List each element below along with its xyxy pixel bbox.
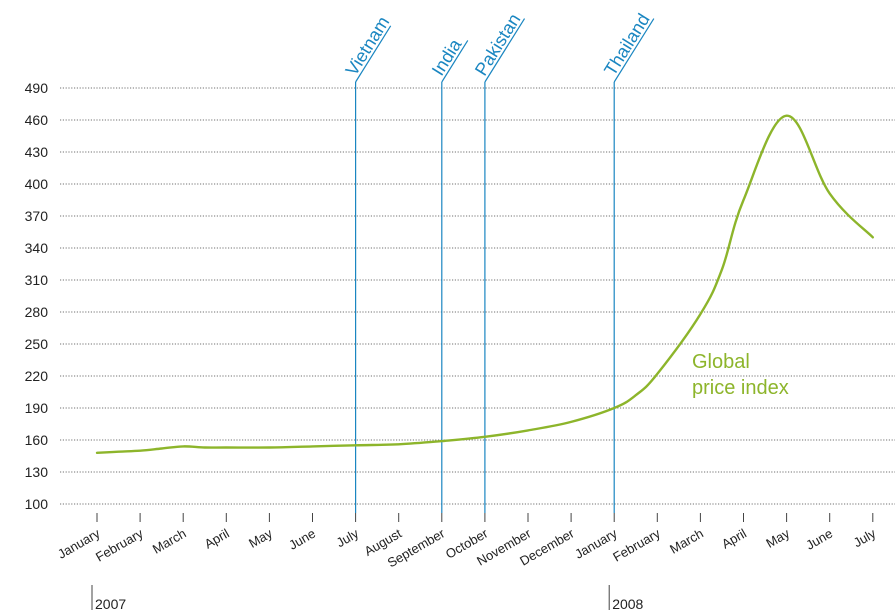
grid-lines: [60, 87, 895, 505]
event-label: India: [428, 35, 466, 80]
x-tick-label: July: [851, 525, 879, 550]
series-label-line-2: price index: [692, 377, 789, 399]
x-tick-label: February: [610, 525, 663, 564]
event-label-group: Vietnam: [342, 13, 394, 83]
event-label-group: Pakistan: [471, 10, 526, 83]
event-label-underline: [484, 18, 526, 83]
y-tick-label: 250: [25, 336, 49, 352]
event-label-underline: [613, 18, 655, 83]
series-label-line-1: Global: [692, 351, 750, 373]
event-label: Pakistan: [471, 10, 525, 79]
global-price-index-line: [95, 114, 874, 454]
x-tick-label: July: [334, 525, 362, 550]
y-tick-label: 190: [25, 400, 49, 416]
year-label: 2007: [95, 596, 126, 612]
event-markers: Vietnam India Pakistan Thailand: [342, 10, 655, 513]
x-tick-label: April: [719, 526, 749, 552]
x-tick-label: May: [763, 525, 792, 551]
y-tick-label: 130: [25, 464, 49, 480]
x-tick-label: March: [667, 526, 706, 557]
x-tick-label: April: [202, 526, 232, 552]
y-tick-label: 370: [25, 208, 49, 224]
event-label-group: Thailand: [600, 10, 655, 83]
x-tick-label: May: [246, 525, 275, 551]
event-label-group: India: [428, 35, 469, 83]
x-tick-label: February: [93, 525, 146, 564]
year-label: 2008: [612, 596, 643, 612]
y-tick-label: 160: [25, 432, 49, 448]
event-label-underline: [441, 40, 469, 83]
y-tick-label: 310: [25, 272, 49, 288]
y-tick-label: 100: [25, 496, 49, 512]
x-tick-label: June: [286, 526, 318, 553]
event-label: Vietnam: [342, 13, 394, 79]
x-tick-label: June: [803, 526, 835, 553]
y-axis-tick-labels: 100 130 160 190 220 250 280 310 340 370 400 430 460 4…: [25, 80, 49, 512]
event-label: Thailand: [600, 10, 654, 79]
y-tick-label: 280: [25, 304, 49, 320]
y-tick-label: 430: [25, 144, 49, 160]
y-tick-label: 490: [25, 80, 49, 96]
y-tick-label: 340: [25, 240, 49, 256]
y-tick-label: 220: [25, 368, 49, 384]
y-tick-label: 460: [25, 112, 49, 128]
y-tick-label: 400: [25, 176, 49, 192]
x-tick-label: March: [150, 526, 189, 557]
event-label-underline: [355, 25, 392, 83]
